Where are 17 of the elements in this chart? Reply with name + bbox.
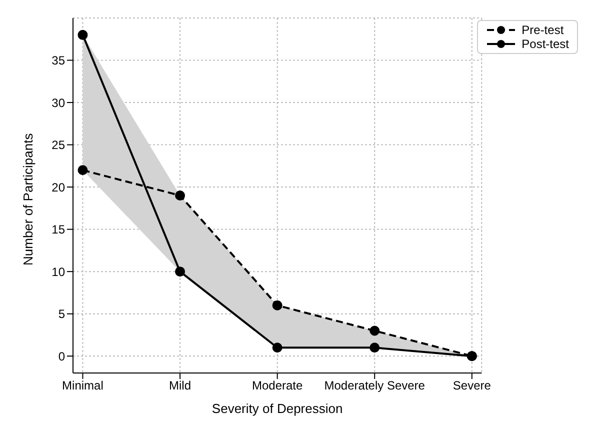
- y-tick-label: 25: [52, 138, 66, 152]
- x-tick-label: Severe: [452, 378, 492, 393]
- x-tick-label: Moderately Severe: [324, 378, 426, 393]
- legend-label: Pre-test: [522, 23, 564, 37]
- y-tick-label: 10: [52, 264, 66, 279]
- y-tick-label: 35: [52, 54, 66, 68]
- y-tick-label: 0: [58, 349, 66, 364]
- x-tick-label: Minimal: [62, 378, 104, 393]
- x-tick-label: Mild: [169, 378, 192, 393]
- y-axis-title: Number of Participants: [20, 132, 36, 266]
- x-tick-label: Moderate: [252, 378, 303, 393]
- y-tick-label: 15: [52, 222, 66, 237]
- y-tick-label: 20: [52, 180, 66, 194]
- legend-label: Post-test: [522, 37, 569, 51]
- y-tick-label: 30: [52, 96, 66, 110]
- x-axis-title: Severity of Depression: [212, 401, 343, 416]
- y-tick-label: 5: [58, 307, 66, 322]
